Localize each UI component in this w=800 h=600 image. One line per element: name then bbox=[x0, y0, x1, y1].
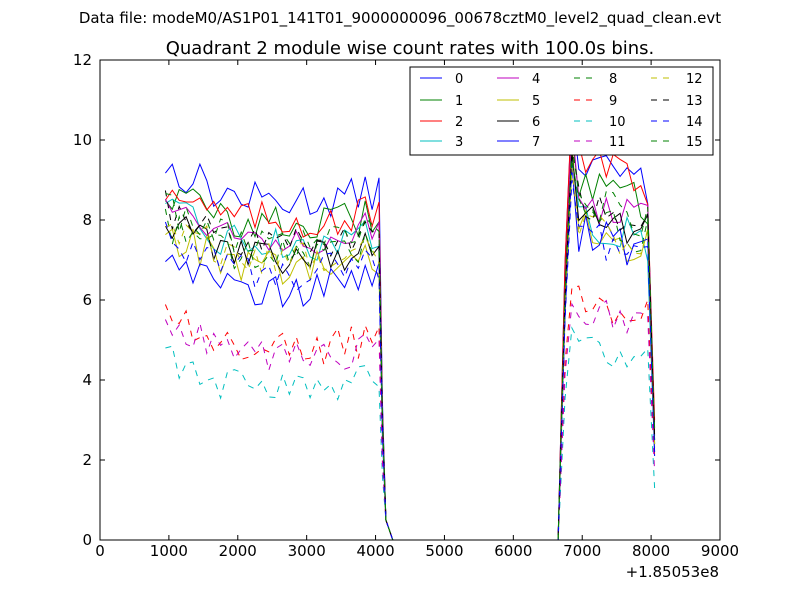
x-tick-label: 8000 bbox=[632, 542, 670, 560]
legend-label-11: 11 bbox=[609, 135, 626, 150]
legend-label-12: 12 bbox=[686, 72, 703, 87]
x-tick-label: 5000 bbox=[425, 542, 463, 560]
y-tick-label: 2 bbox=[82, 451, 92, 469]
series-line-4 bbox=[164, 123, 656, 541]
y-tick-label: 8 bbox=[82, 211, 92, 229]
x-tick-label: 0 bbox=[95, 542, 105, 560]
legend-label-7: 7 bbox=[532, 135, 540, 150]
series-line-2 bbox=[164, 103, 656, 541]
legend-label-1: 1 bbox=[455, 94, 463, 109]
axis-layer: 0 1000 2000 3000 4000 5000 6000 7000 8000 9000 0 2 4… bbox=[73, 51, 739, 560]
y-tick-label: 6 bbox=[82, 291, 92, 309]
series-line-10 bbox=[165, 326, 656, 541]
x-tick-label: 2000 bbox=[219, 542, 257, 560]
x-tick-label: 4000 bbox=[356, 542, 394, 560]
legend-label-3: 3 bbox=[455, 135, 463, 150]
legend-label-15: 15 bbox=[686, 135, 703, 150]
series-line-11 bbox=[164, 299, 656, 541]
series-line-0 bbox=[165, 107, 656, 541]
legend-label-10: 10 bbox=[609, 115, 626, 130]
x-tick-label: 1000 bbox=[150, 542, 188, 560]
series-line-13 bbox=[164, 147, 656, 541]
series-line-15 bbox=[165, 143, 656, 541]
series-line-12 bbox=[165, 167, 656, 541]
x-tick-label: 6000 bbox=[494, 542, 532, 560]
x-tick-label: 9000 bbox=[701, 542, 739, 560]
y-tick-label: 10 bbox=[73, 131, 92, 149]
x-tick-label: 3000 bbox=[288, 542, 326, 560]
legend-label-4: 4 bbox=[532, 72, 540, 87]
series-line-1 bbox=[165, 131, 656, 541]
series-line-7 bbox=[165, 163, 656, 541]
legend-label-14: 14 bbox=[686, 115, 703, 130]
legend-label-8: 8 bbox=[609, 72, 617, 87]
x-tick-label: 7000 bbox=[563, 542, 601, 560]
series-line-3 bbox=[165, 155, 656, 541]
x-axis-offset-label: +1.85053e8 bbox=[626, 563, 719, 581]
series-layer bbox=[164, 103, 656, 541]
series-line-6 bbox=[164, 151, 656, 541]
legend-label-6: 6 bbox=[532, 115, 540, 130]
legend-label-2: 2 bbox=[455, 115, 463, 130]
chart-suptitle: Data file: modeM0/AS1P01_141T01_90000000… bbox=[79, 9, 721, 28]
legend-label-9: 9 bbox=[609, 94, 617, 109]
chart-title: Quadrant 2 module wise count rates with … bbox=[166, 38, 655, 59]
series-line-9 bbox=[164, 285, 656, 541]
series-line-8 bbox=[164, 159, 656, 541]
y-tick-label: 12 bbox=[73, 51, 92, 69]
series-line-14 bbox=[164, 179, 656, 541]
y-tick-label: 0 bbox=[82, 531, 92, 549]
y-tick-label: 4 bbox=[82, 371, 92, 389]
legend-box bbox=[409, 66, 714, 156]
legend-label-5: 5 bbox=[532, 94, 540, 109]
legend-label-13: 13 bbox=[686, 94, 703, 109]
legend-label-0: 0 bbox=[455, 72, 463, 87]
